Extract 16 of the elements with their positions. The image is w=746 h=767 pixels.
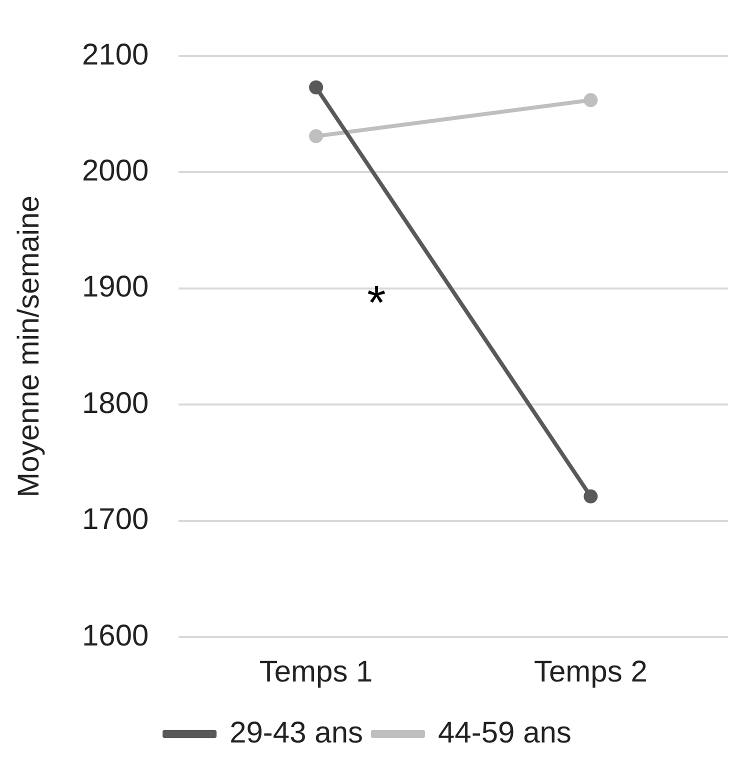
x-tick-label: Temps 2 — [534, 655, 648, 688]
y-tick-label: 1900 — [82, 270, 149, 304]
point — [584, 489, 598, 504]
point — [309, 80, 324, 94]
legend-label: 29-43 ans — [230, 716, 364, 750]
legend-label: 44-59 ans — [438, 716, 572, 750]
point — [309, 129, 324, 144]
y-tick-label: 2000 — [82, 154, 149, 188]
y-tick-label: 1700 — [82, 503, 149, 536]
y-axis-title: Moyenne min/semaine — [12, 196, 46, 498]
point — [584, 93, 598, 108]
y-tick-label: 1800 — [82, 386, 149, 420]
x-tick-label: Temps 1 — [259, 655, 373, 688]
y-tick-label: 1600 — [82, 619, 149, 652]
annotation: * — [367, 277, 386, 330]
y-tick-label: 2100 — [82, 38, 149, 72]
